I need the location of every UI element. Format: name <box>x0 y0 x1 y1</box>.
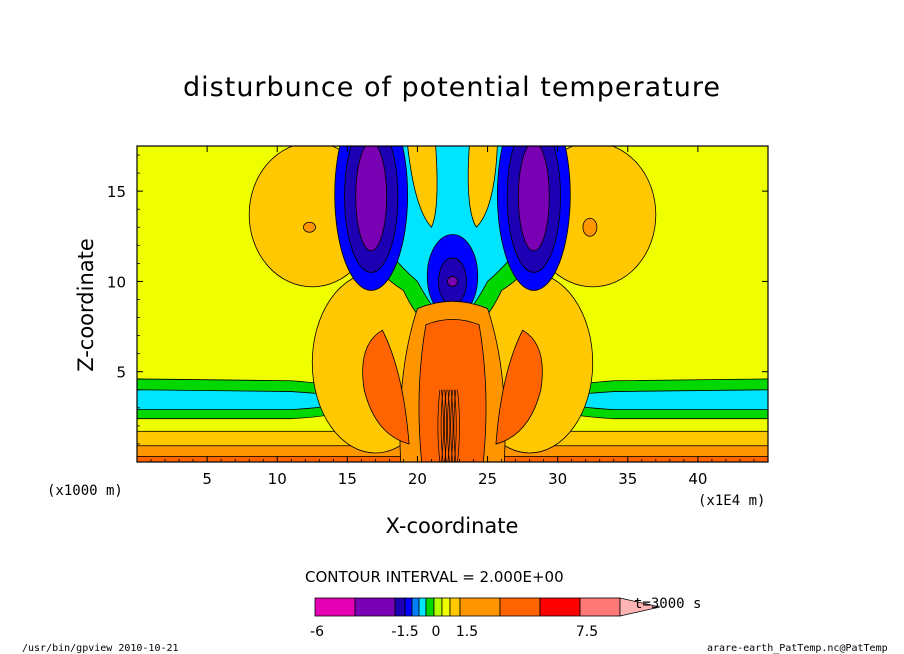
x-tick-label: 15 <box>338 470 357 488</box>
contour-field <box>137 146 768 462</box>
colorbar: -6 -1.5 0 1.5 7.5 <box>310 597 661 640</box>
colorbar-segment <box>579 597 621 617</box>
colorbar-segment <box>394 597 406 617</box>
colorbar-segment <box>459 597 501 617</box>
cold-lobe-right-core <box>518 146 550 252</box>
x-tick-label: 35 <box>618 470 637 488</box>
contour-interval-label: CONTOUR INTERVAL = 2.000E+00 <box>305 568 564 586</box>
y-axis: 5 10 15 <box>107 154 768 445</box>
colorbar-segment <box>441 597 451 617</box>
footer-left: /usr/bin/gpview 2010-10-21 <box>22 643 179 654</box>
turbulent-contour <box>450 389 454 462</box>
colorbar-label: 7.5 <box>576 624 598 640</box>
footer-right: arare-earth_PatTemp.nc@PatTemp <box>707 643 888 654</box>
colorbar-label: 1.5 <box>456 624 478 640</box>
x-tick-label: 25 <box>478 470 497 488</box>
turbulent-contour <box>437 389 441 462</box>
y-tick-label: 5 <box>116 364 126 382</box>
time-label: t=3000 s <box>634 596 702 612</box>
x-axis: 5 10 15 20 25 30 35 40 <box>150 146 755 488</box>
colorbar-label: 0 <box>432 624 441 640</box>
x-tick-label: 5 <box>202 470 212 488</box>
y-tick-label: 10 <box>107 273 126 291</box>
upper-warm-column-left <box>407 146 438 228</box>
colorbar-label: -6 <box>310 624 324 640</box>
colorbar-segment <box>539 597 581 617</box>
x-axis-label: X-coordinate <box>385 514 519 538</box>
colorbar-label: -1.5 <box>391 624 418 640</box>
colorbar-segment <box>354 597 396 617</box>
x-unit-left: (x1000 m) <box>47 483 123 499</box>
colorbar-segment <box>433 597 443 617</box>
turbulent-contour <box>447 389 450 462</box>
upper-warm-right-core <box>582 217 598 237</box>
colorbar-segment <box>425 597 435 617</box>
turbulent-contour <box>440 389 444 462</box>
y-axis-label: Z-coordinate <box>74 238 98 372</box>
x-tick-label: 20 <box>408 470 427 488</box>
colorbar-segment <box>411 597 420 617</box>
cold-lobe-left-core <box>355 146 387 252</box>
y-tick-label: 15 <box>107 183 126 201</box>
chart-title: disturbunce of potential temperature <box>183 72 721 103</box>
turbulent-contour <box>453 389 457 462</box>
colorbar-arrow <box>619 597 661 617</box>
colorbar-segment <box>449 597 461 617</box>
turbulent-contour <box>457 389 460 462</box>
plot-frame <box>136 145 769 463</box>
colorbar-segment <box>499 597 541 617</box>
x-tick-label: 30 <box>548 470 567 488</box>
x-tick-label: 40 <box>688 470 707 488</box>
colorbar-segment <box>418 597 427 617</box>
x-tick-label: 10 <box>268 470 287 488</box>
colorbar-segment <box>404 597 413 617</box>
central-cold-core-center <box>447 276 458 287</box>
warm-side-lobe-right <box>495 329 543 445</box>
warm-side-lobe-left <box>362 329 410 445</box>
colorbar-segment <box>314 597 356 617</box>
upper-warm-column-right <box>467 146 498 228</box>
turbulent-contour <box>443 389 447 462</box>
x-unit-right: (x1E4 m) <box>698 493 766 509</box>
upper-warm-left-core <box>303 221 316 233</box>
